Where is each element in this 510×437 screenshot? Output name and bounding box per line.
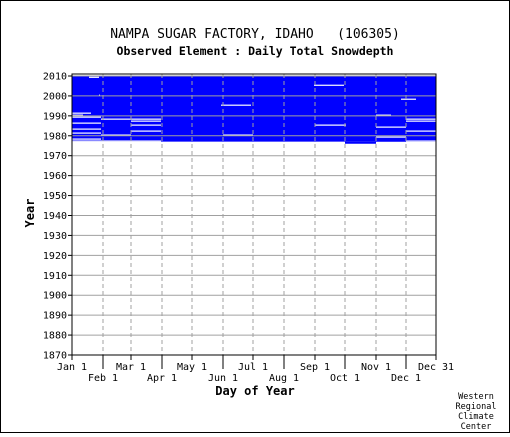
x-tick-label: Dec 31 [418, 362, 454, 373]
data-gap [406, 140, 436, 142]
x-tick-label: Jan 1 [57, 362, 87, 373]
data-gap [221, 104, 251, 106]
y-tick-label: 1920 [43, 251, 67, 262]
y-tick-label: 1910 [43, 271, 67, 282]
credit-line-4: Center [461, 422, 492, 432]
x-tick-label: Aug 1 [269, 373, 299, 384]
y-tick-label: 1990 [43, 111, 67, 122]
data-gap [72, 141, 345, 144]
data-gap [131, 130, 161, 132]
data-gap [406, 118, 436, 120]
data-gap [376, 136, 406, 138]
x-tick-label: Feb 1 [88, 373, 118, 384]
data-gap [101, 134, 131, 136]
y-tick-label: 2010 [43, 71, 67, 82]
data-gap [72, 140, 131, 142]
data-gap [99, 94, 100, 96]
data-gap [376, 142, 436, 144]
x-tick-label: Sep 1 [300, 362, 330, 373]
data-gap [406, 120, 436, 122]
chart-title: NAMPA SUGAR FACTORY, IDAHO (106305) [110, 27, 400, 42]
x-tick-label: Nov 1 [361, 362, 391, 373]
data-gap [406, 130, 436, 132]
x-axis-label: Day of Year [215, 384, 294, 398]
data-fill-layer [72, 74, 436, 144]
data-gap [72, 116, 101, 118]
data-gap [131, 140, 161, 142]
x-tick-label: Oct 1 [330, 373, 360, 384]
credit-line-3: Climate [458, 412, 494, 422]
x-tick-label: Apr 1 [147, 373, 177, 384]
data-gap [376, 126, 406, 128]
y-tick-label: 1890 [43, 311, 67, 322]
data-gap [401, 98, 416, 100]
data-gap [72, 112, 91, 114]
y-tick-label: 1970 [43, 151, 67, 162]
data-gap [72, 132, 101, 134]
y-tick-label: 1940 [43, 211, 67, 222]
data-fill [72, 74, 436, 142]
y-tick-label: 1880 [43, 331, 67, 342]
y-tick-label: 1900 [43, 291, 67, 302]
data-gap [72, 128, 101, 130]
x-tick-label: Jul 1 [238, 362, 268, 373]
y-tick-label: 1960 [43, 171, 67, 182]
x-tick-label: Dec 1 [391, 373, 421, 384]
x-tick-label: Jun 1 [208, 373, 238, 384]
y-tick-label: 1980 [43, 131, 67, 142]
y-tick-label: 1950 [43, 191, 67, 202]
data-gap [72, 122, 101, 124]
y-tick-label: 1870 [43, 351, 67, 362]
x-tick-label: May 1 [177, 362, 207, 373]
data-gap [72, 74, 436, 76]
data-gap [131, 120, 161, 122]
data-fill-extension [345, 141, 376, 144]
y-tick-label: 1930 [43, 231, 67, 242]
data-gap [314, 84, 344, 86]
data-gap [223, 134, 253, 136]
data-gap [315, 124, 346, 126]
plot-area [71, 73, 437, 356]
credit-line-1: Western [458, 392, 494, 402]
y-axis-ticks: 2010 2000 1990 1980 1970 1960 1950 1940 1930 1920… [43, 71, 72, 362]
data-gap [72, 114, 83, 116]
grid-layer [72, 74, 436, 355]
data-gap [376, 114, 391, 116]
data-gap [72, 138, 101, 140]
credit-line-2: Regional [456, 402, 497, 412]
y-axis-label: Year [23, 199, 37, 228]
y-tick-label: 2000 [43, 91, 67, 102]
data-gap [89, 76, 99, 78]
x-tick-label: Mar 1 [116, 362, 146, 373]
data-gap-layer [72, 74, 436, 144]
data-gap [131, 124, 161, 126]
credit-block: Western Regional Climate Center [456, 392, 497, 432]
chart-subtitle: Observed Element : Daily Total Snowdepth [117, 44, 394, 58]
